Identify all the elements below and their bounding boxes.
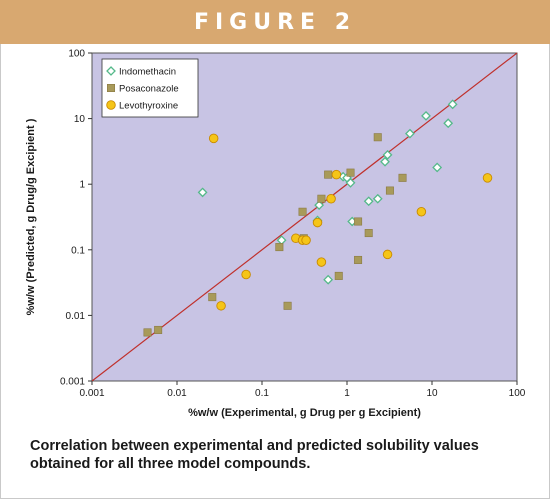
posaconazole-point <box>208 293 217 302</box>
figure-label: FIGURE 2 <box>193 9 357 35</box>
indomethacin-point <box>382 149 393 160</box>
x-tick-label: 100 <box>509 388 526 399</box>
y-tick-label: 0.1 <box>71 245 85 256</box>
posaconazole-point <box>364 229 373 238</box>
levothyroxine-point <box>326 194 336 204</box>
levothyroxine-point <box>208 133 219 144</box>
levothyroxine-point <box>482 173 493 183</box>
legend-box <box>101 58 199 118</box>
y-tick-label: 0.001 <box>60 377 85 388</box>
posaconazole-point <box>334 271 343 280</box>
x-tick-label: 0.001 <box>79 388 104 399</box>
legend-label-levothyroxine: Levothyroxine <box>119 101 178 112</box>
x-tick-label: 10 <box>426 388 438 399</box>
posaconazole-point <box>154 325 163 334</box>
scatter-chart: 0.001 0.01 0.1 1 10 100 0.001 0.01 0.1 1 10 100 Ind… <box>25 49 526 420</box>
indomethacin-point <box>323 274 334 285</box>
legend-marker-indomethacin <box>106 66 116 76</box>
levothyroxine-point <box>416 207 427 217</box>
levothyroxine-point <box>382 249 393 260</box>
x-axis-label: %w/w (Experimental, g Drug per g Excipie… <box>188 407 421 419</box>
legend-label-posaconazole: Posaconazole <box>119 84 179 95</box>
posaconazole-point <box>317 194 326 203</box>
indomethacin-point <box>432 162 443 173</box>
posaconazole-point <box>385 186 394 195</box>
legend-marker-levothyroxine <box>106 100 116 110</box>
figure-banner: FIGURE 2 <box>0 0 550 44</box>
posaconazole-point <box>346 168 355 177</box>
indomethacin-point <box>197 187 208 198</box>
reference-line-layer <box>91 52 518 382</box>
posaconazole-point <box>354 217 363 226</box>
chart-panel: 0.001 0.01 0.1 1 10 100 0.001 0.01 0.1 1 10 100 Ind… <box>8 44 542 428</box>
y-tick-label: 10 <box>74 114 86 125</box>
data-points <box>143 99 493 337</box>
axis-ticks: 0.001 0.01 0.1 1 10 100 0.001 0.01 0.1 1 10 100 <box>60 49 526 400</box>
indomethacin-point <box>447 99 458 110</box>
y-tick-label: 0.01 <box>66 311 86 322</box>
x-tick-label: 1 <box>344 388 350 399</box>
x-tick-label: 0.01 <box>167 388 187 399</box>
x-tick-label: 0.1 <box>255 388 269 399</box>
legend-label-indomethacin: Indomethacin <box>119 67 176 78</box>
posaconazole-point <box>354 255 363 264</box>
y-tick-label: 100 <box>68 49 85 60</box>
y-tick-label: 1 <box>79 180 85 191</box>
levothyroxine-point <box>312 217 323 228</box>
posaconazole-point <box>283 301 292 310</box>
indomethacin-point <box>314 200 325 211</box>
posaconazole-point <box>398 173 407 182</box>
indomethacin-point <box>421 110 431 121</box>
indomethacin-point <box>372 193 383 204</box>
indomethacin-point <box>380 156 390 167</box>
legend: Indomethacin Posaconazole Levothyroxine <box>101 58 199 118</box>
indomethacin-point <box>345 177 356 188</box>
indomethacin-point <box>363 196 374 207</box>
posaconazole-point <box>275 243 284 252</box>
levothyroxine-point <box>216 301 226 311</box>
y-axis-label: %w/w (Predicted, g Drug/g Excipient ) <box>25 118 37 315</box>
indomethacin-point <box>443 118 454 129</box>
posaconazole-point <box>143 328 152 337</box>
indomethacin-point <box>405 128 415 139</box>
posaconazole-point <box>298 207 307 216</box>
legend-marker-posaconazole <box>107 83 116 92</box>
levothyroxine-series <box>208 133 493 311</box>
levothyroxine-point <box>241 269 251 280</box>
posaconazole-point <box>324 170 333 179</box>
figure-caption: Correlation between experimental and pre… <box>30 438 479 472</box>
levothyroxine-point <box>331 169 342 180</box>
posaconazole-point <box>373 133 382 142</box>
levothyroxine-point <box>301 235 311 245</box>
levothyroxine-point <box>316 257 327 267</box>
identity-line <box>91 52 518 382</box>
